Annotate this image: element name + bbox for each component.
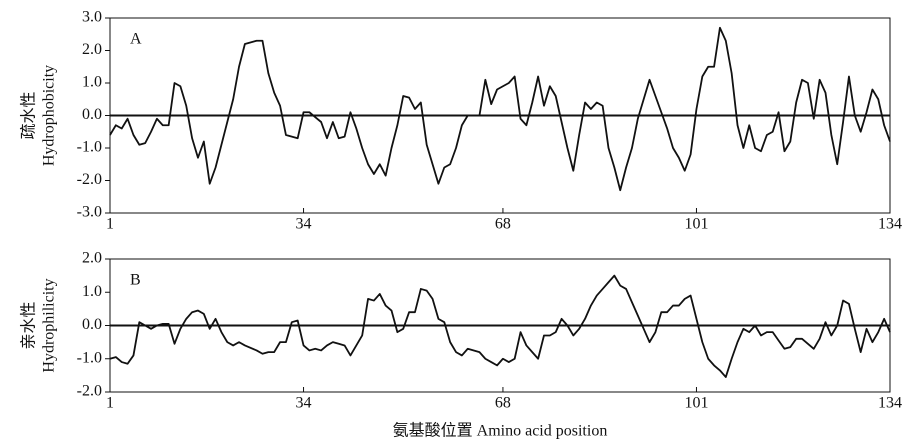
y-tick-label: 2.0 (82, 250, 102, 267)
x-tick-label: 34 (296, 216, 312, 233)
x-tick-label: 1 (106, 395, 114, 412)
y-axis-label: 亲水性 (20, 301, 38, 349)
y-axis-label: 疏水性 (20, 91, 38, 139)
y-tick-label: 0.0 (82, 106, 102, 123)
y-tick-label: -1.0 (77, 349, 102, 366)
x-tick-label: 34 (296, 395, 312, 412)
y-tick-label: -3.0 (77, 204, 102, 221)
x-tick-label: 1 (106, 216, 114, 233)
y-tick-label: -2.0 (77, 383, 102, 400)
panel-label: A (130, 31, 142, 48)
x-tick-label: 68 (495, 216, 511, 233)
y-tick-label: 3.0 (82, 9, 102, 26)
y-tick-label: 2.0 (82, 41, 102, 58)
x-tick-label: 134 (878, 216, 902, 233)
y-tick-label: -1.0 (77, 139, 102, 156)
y-tick-label: -2.0 (77, 171, 102, 188)
y-tick-label: 1.0 (82, 283, 102, 300)
data-line (109, 274, 891, 378)
y-axis-label: Hydrophilicity (41, 278, 58, 372)
x-tick-label: 134 (878, 395, 902, 412)
data-line (109, 26, 891, 192)
x-axis-label: 氨基酸位置 Amino acid position (393, 422, 608, 440)
y-axis-label: Hydrophobicity (41, 65, 58, 166)
x-tick-label: 101 (684, 395, 708, 412)
panel-label: B (130, 272, 141, 289)
y-tick-label: 1.0 (82, 74, 102, 91)
y-tick-label: 0.0 (82, 316, 102, 333)
x-tick-label: 101 (684, 216, 708, 233)
x-tick-label: 68 (495, 395, 511, 412)
